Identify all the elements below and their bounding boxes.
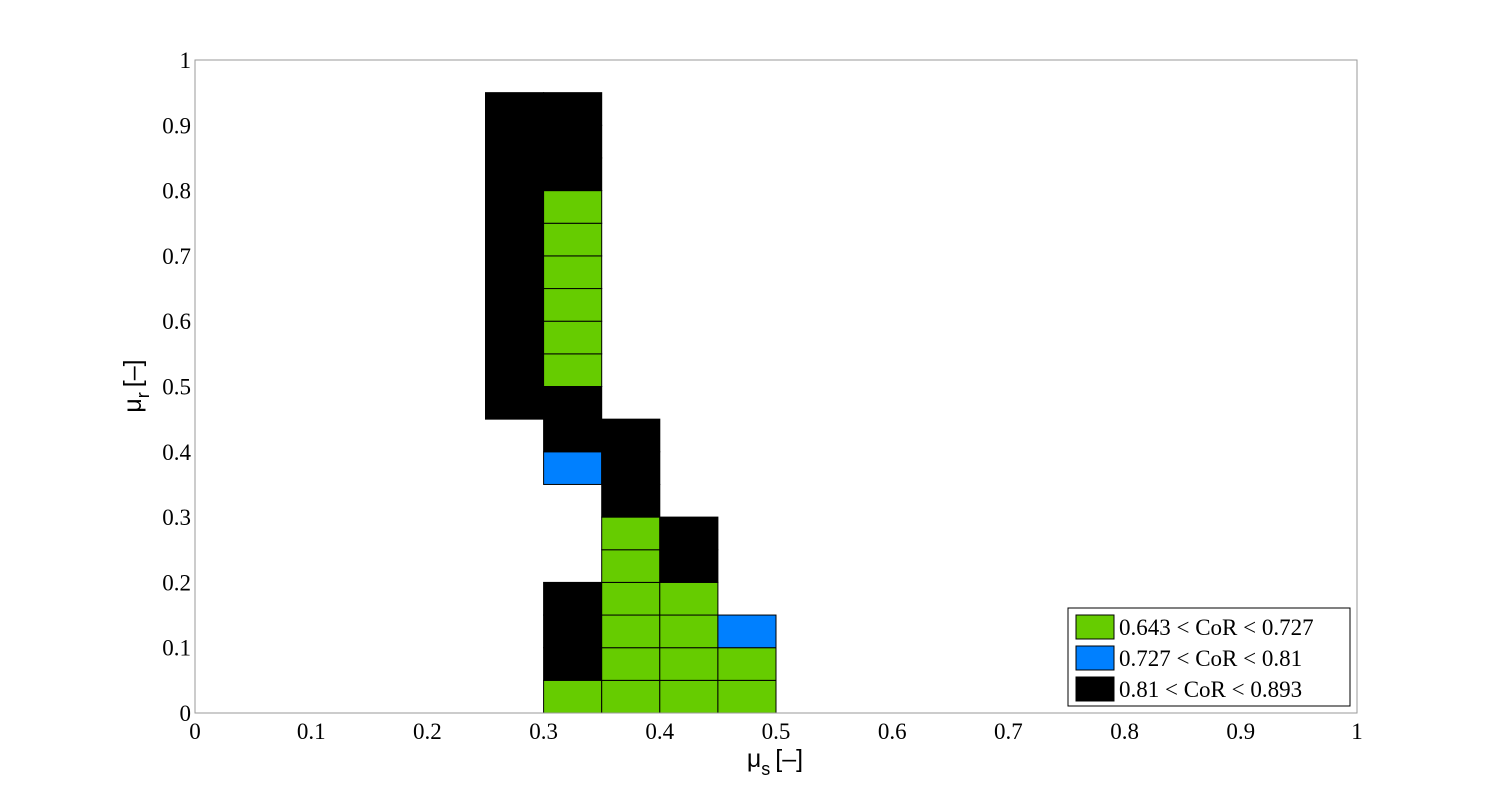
plot-area-frame [194,59,1358,714]
heatmap-cell-low [659,614,719,649]
heatmap-cell-mid [717,614,777,649]
heatmap-cell-low [601,549,661,583]
plot-area-background [195,60,1357,713]
heatmap-cell-low [717,679,777,714]
y-tick-label: 0.8 [162,179,191,204]
x-tick-label: 0.1 [297,719,326,744]
x-axis: 0 0.1 0.2 0.3 0.4 0.5 0.6 0.7 0.8 0.9 1 [189,719,1363,744]
heatmap-cell-low [601,679,661,714]
x-tick-label: 0.5 [762,719,791,744]
heatmap-cell-low [543,288,603,322]
x-tick-label: 0.7 [994,719,1023,744]
y-tick-label: 0.5 [162,375,191,400]
heatmap-cell-mid [543,451,603,485]
heatmap-cell-high [485,124,545,159]
heatmap-cell-high [485,320,545,355]
legend-swatch-high [1075,676,1115,702]
heatmap-cell-high [543,647,603,681]
heatmap-cell-high [543,386,603,420]
heatmap-cell-high [601,418,661,453]
y-tick-label: 1 [180,48,192,73]
heatmap-cell-high [601,451,661,485]
legend-label-low: 0.643 < CoR < 0.727 [1119,615,1314,640]
heatmap-cells [485,92,777,714]
heatmap-cell-low [543,679,603,714]
x-tick-label: 0 [189,719,201,744]
x-tick-label: 0.8 [1110,719,1139,744]
heatmap-cell-high [543,614,603,649]
y-axis-label: μr [–] [119,359,153,412]
x-tick-label: 1 [1351,719,1363,744]
y-axis-label-unit: [–] [119,359,147,387]
x-axis-label-main: μ [747,745,761,773]
heatmap-cell-high [485,222,545,257]
legend-label-high: 0.81 < CoR < 0.893 [1119,677,1302,702]
heatmap-cell-low [601,516,661,551]
heatmap-cell-low [543,222,603,257]
y-tick-label: 0.1 [162,636,191,661]
y-tick-label: 0.3 [162,505,191,530]
heatmap-cell-high [485,255,545,290]
y-tick-label: 0.9 [162,113,191,138]
heatmap-cell-low [543,190,603,224]
x-axis-label-sub: s [761,759,770,779]
heatmap-cell-low [543,353,603,388]
heatmap-cell-high [543,418,603,453]
heatmap-cell-low [659,679,719,714]
legend-box [1067,607,1351,707]
heatmap-cell-high [659,516,719,551]
y-tick-label: 0.7 [162,244,191,269]
heatmap-cell-high [485,190,545,224]
x-axis-label-unit: [–] [775,745,803,773]
heatmap-cell-high [659,549,719,583]
heatmap-cell-low [659,647,719,681]
y-tick-label: 0.4 [162,440,191,465]
y-tick-label: 0 [180,701,192,726]
legend: 0.643 < CoR < 0.727 0.727 < CoR < 0.81 0… [1067,607,1351,707]
heatmap-cell-high [543,581,603,616]
legend-swatch-mid [1075,645,1115,671]
heatmap-cell-high [543,157,603,192]
heatmap-cell-high [543,92,603,126]
x-tick-label: 0.2 [413,719,442,744]
x-tick-label: 0.6 [878,719,907,744]
heatmap-cell-low [543,255,603,290]
x-axis-label: μs [–] [747,745,803,779]
heatmap-cell-low [601,614,661,649]
heatmap-cell-high [601,483,661,518]
heatmap-cell-low [659,581,719,616]
heatmap-cell-low [543,320,603,355]
legend-swatch-low [1075,614,1115,640]
heatmap-cell-high [485,353,545,388]
heatmap-cell-high [485,386,545,420]
heatmap-cell-high [543,124,603,159]
heatmap-cell-low [601,647,661,681]
y-tick-label: 0.6 [162,309,191,334]
heatmap-cell-low [601,581,661,616]
legend-label-mid: 0.727 < CoR < 0.81 [1119,646,1302,671]
heatmap-cell-high [485,92,545,126]
x-tick-label: 0.9 [1226,719,1255,744]
y-axis-label-main: μ [119,398,147,412]
y-tick-label: 0.2 [162,570,191,595]
heatmap-cell-high [485,157,545,192]
x-tick-label: 0.3 [529,719,558,744]
heatmap-cell-low [717,647,777,681]
y-axis: 0 0.1 0.2 0.3 0.4 0.5 0.6 0.7 0.8 0.9 1 [162,48,191,726]
y-axis-label-sub: r [133,392,153,398]
heatmap-cell-high [485,288,545,322]
x-tick-label: 0.4 [645,719,674,744]
